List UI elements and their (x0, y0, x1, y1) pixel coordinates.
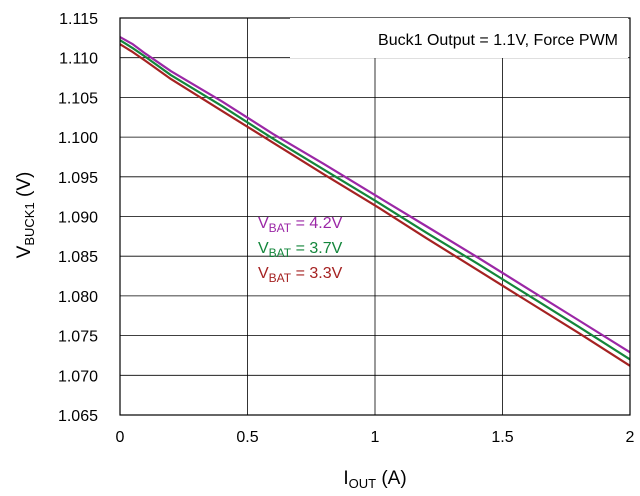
x-tick-label: 2 (626, 429, 635, 446)
gridlines (119, 17, 631, 416)
legend: VBAT = 4.2V VBAT = 3.7V VBAT = 3.3V (258, 215, 343, 285)
series-line (119, 36, 631, 354)
y-tick-label: 1.105 (58, 90, 98, 107)
x-tick-labels: 0 0.5 1 1.5 2 (116, 429, 635, 446)
y-tick-labels: 1.065 1.070 1.075 1.080 1.085 1.090 1.095 1.100… (58, 11, 98, 425)
y-tick-label: 1.110 (59, 51, 98, 68)
y-tick-label: 1.100 (58, 130, 98, 147)
y-tick-label: 1.080 (58, 289, 98, 306)
chart-annotation: Buck1 Output = 1.1V, Force PWM (378, 32, 618, 49)
series-lines (119, 36, 631, 367)
x-tick-label: 0 (116, 429, 125, 446)
y-tick-label: 1.090 (58, 210, 98, 227)
legend-label: VBAT = 4.2V (258, 215, 343, 235)
x-tick-label: 1.5 (491, 429, 513, 446)
x-tick-label: 0.5 (236, 429, 258, 446)
y-tick-label: 1.095 (58, 170, 98, 187)
x-axis-title: IOUT (A) (343, 468, 406, 491)
y-tick-label: 1.065 (58, 408, 98, 425)
legend-label: VBAT = 3.3V (258, 265, 343, 285)
y-tick-label: 1.115 (59, 11, 98, 28)
series-line (119, 43, 631, 367)
series-line (119, 39, 631, 361)
x-tick-label: 1 (371, 429, 380, 446)
y-tick-label: 1.070 (58, 368, 98, 385)
legend-label: VBAT = 3.7V (258, 240, 343, 260)
annotation-box (290, 18, 628, 58)
y-tick-label: 1.075 (58, 329, 98, 346)
y-tick-label: 1.085 (58, 249, 98, 266)
y-axis-title: VBUCK1 (V) (14, 172, 37, 259)
